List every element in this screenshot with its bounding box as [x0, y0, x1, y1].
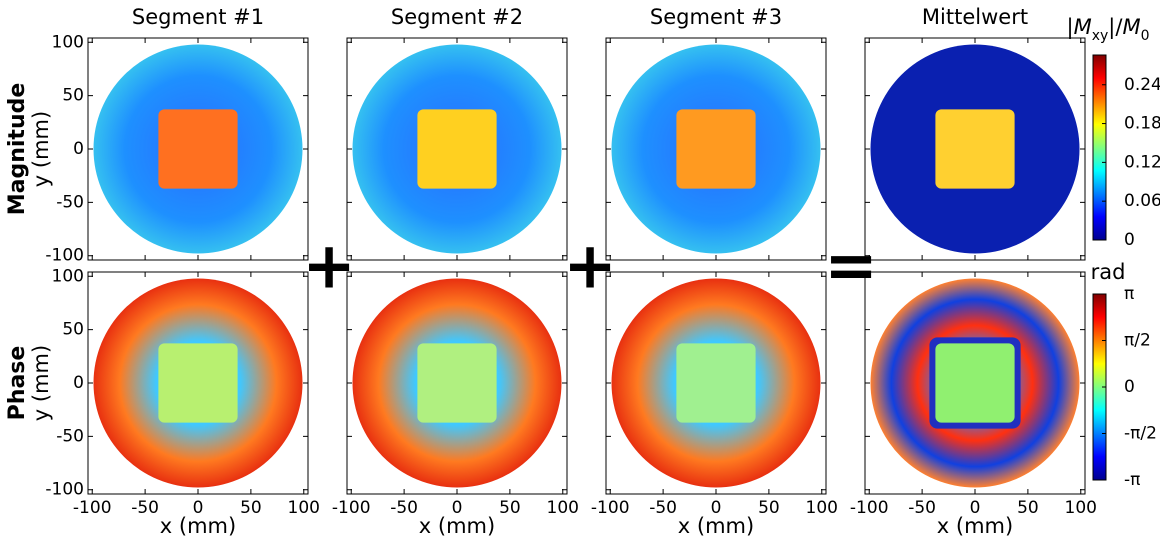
x-tick-label: -50: [131, 498, 159, 518]
colorbar-tick-label: 0.12: [1124, 152, 1160, 172]
colorbar-tick-label: -π: [1124, 470, 1140, 490]
colorbar-tick-label: 0: [1124, 377, 1135, 397]
x-tick-label: -100: [73, 498, 112, 518]
row-label: Phase: [5, 346, 30, 421]
colorbar-tick-label: 0.06: [1124, 191, 1160, 211]
x-tick-label: 50: [1017, 498, 1039, 518]
y-tick-label: 100: [52, 266, 84, 286]
image-square: [676, 109, 755, 188]
row-label: Magnitude: [5, 83, 30, 216]
colorbar-label-part: 0: [1141, 28, 1150, 44]
x-tick-label: -50: [649, 498, 677, 518]
colorbar-tick-label: π: [1124, 284, 1134, 304]
image-square: [935, 109, 1014, 188]
y-axis-label: y (mm): [29, 111, 53, 187]
colorbar-label-part: |/: [1108, 15, 1123, 40]
x-tick-label: 50: [499, 498, 521, 518]
y-tick-label: 50: [62, 86, 84, 106]
x-axis-label: x (mm): [678, 514, 754, 538]
y-tick-label: 0: [73, 373, 84, 393]
image-square: [158, 109, 237, 188]
x-tick-label: 100: [547, 498, 579, 518]
colorbar-label-part: xy: [1092, 28, 1109, 44]
image-square: [935, 343, 1014, 422]
x-tick-label: -100: [850, 498, 889, 518]
colorbar-tick-label: π/2: [1124, 331, 1151, 351]
image-square: [417, 343, 496, 422]
column-title: Segment #2: [391, 5, 523, 29]
x-axis-label: x (mm): [160, 514, 236, 538]
x-tick-label: -100: [332, 498, 371, 518]
image-square: [676, 343, 755, 422]
colorbar-label: |Mxy|/M0: [1067, 15, 1150, 44]
operator: +: [563, 230, 617, 304]
image-square: [158, 343, 237, 422]
colorbar-label-part: M: [1074, 15, 1092, 39]
y-tick-label: 0: [73, 139, 84, 159]
figure: -100 -50 0 50 100 Segment #1 Segment #2 Segment…: [0, 0, 1160, 543]
y-tick-label: 100: [52, 32, 84, 52]
x-tick-label: 100: [288, 498, 320, 518]
x-tick-label: 50: [758, 498, 780, 518]
x-tick-label: 100: [806, 498, 838, 518]
y-tick-label: -50: [56, 192, 84, 212]
x-tick-label: 100: [1065, 498, 1097, 518]
column-title: Mittelwert: [922, 5, 1028, 29]
colorbar-tick-label: 0: [1124, 230, 1135, 250]
image-square: [417, 109, 496, 188]
x-tick-label: -100: [591, 498, 630, 518]
colorbar-tick-label: 0.24: [1124, 75, 1160, 95]
colorbar-tick-label: -π/2: [1124, 424, 1157, 444]
x-tick-label: -50: [390, 498, 418, 518]
operator: +: [302, 230, 356, 304]
operator: =: [824, 230, 878, 304]
colorbar-label: rad: [1091, 260, 1126, 284]
x-axis-label: x (mm): [937, 514, 1013, 538]
colorbar-tick-label: 0.18: [1124, 114, 1160, 134]
colorbar-label-part: |: [1067, 15, 1074, 40]
x-tick-label: -50: [908, 498, 936, 518]
y-tick-label: 50: [62, 320, 84, 340]
colorbar-label-part: rad: [1091, 260, 1126, 284]
y-tick-label: -50: [56, 426, 84, 446]
y-axis-label: y (mm): [29, 345, 53, 421]
y-tick-label: -100: [45, 480, 84, 500]
x-axis-label: x (mm): [419, 514, 495, 538]
y-tick-label: -100: [45, 246, 84, 266]
column-title: Segment #1: [132, 5, 264, 29]
colorbar-label-part: M: [1122, 15, 1140, 39]
x-tick-label: 50: [240, 498, 262, 518]
column-title: Segment #3: [650, 5, 782, 29]
colorbar: [1093, 55, 1106, 240]
